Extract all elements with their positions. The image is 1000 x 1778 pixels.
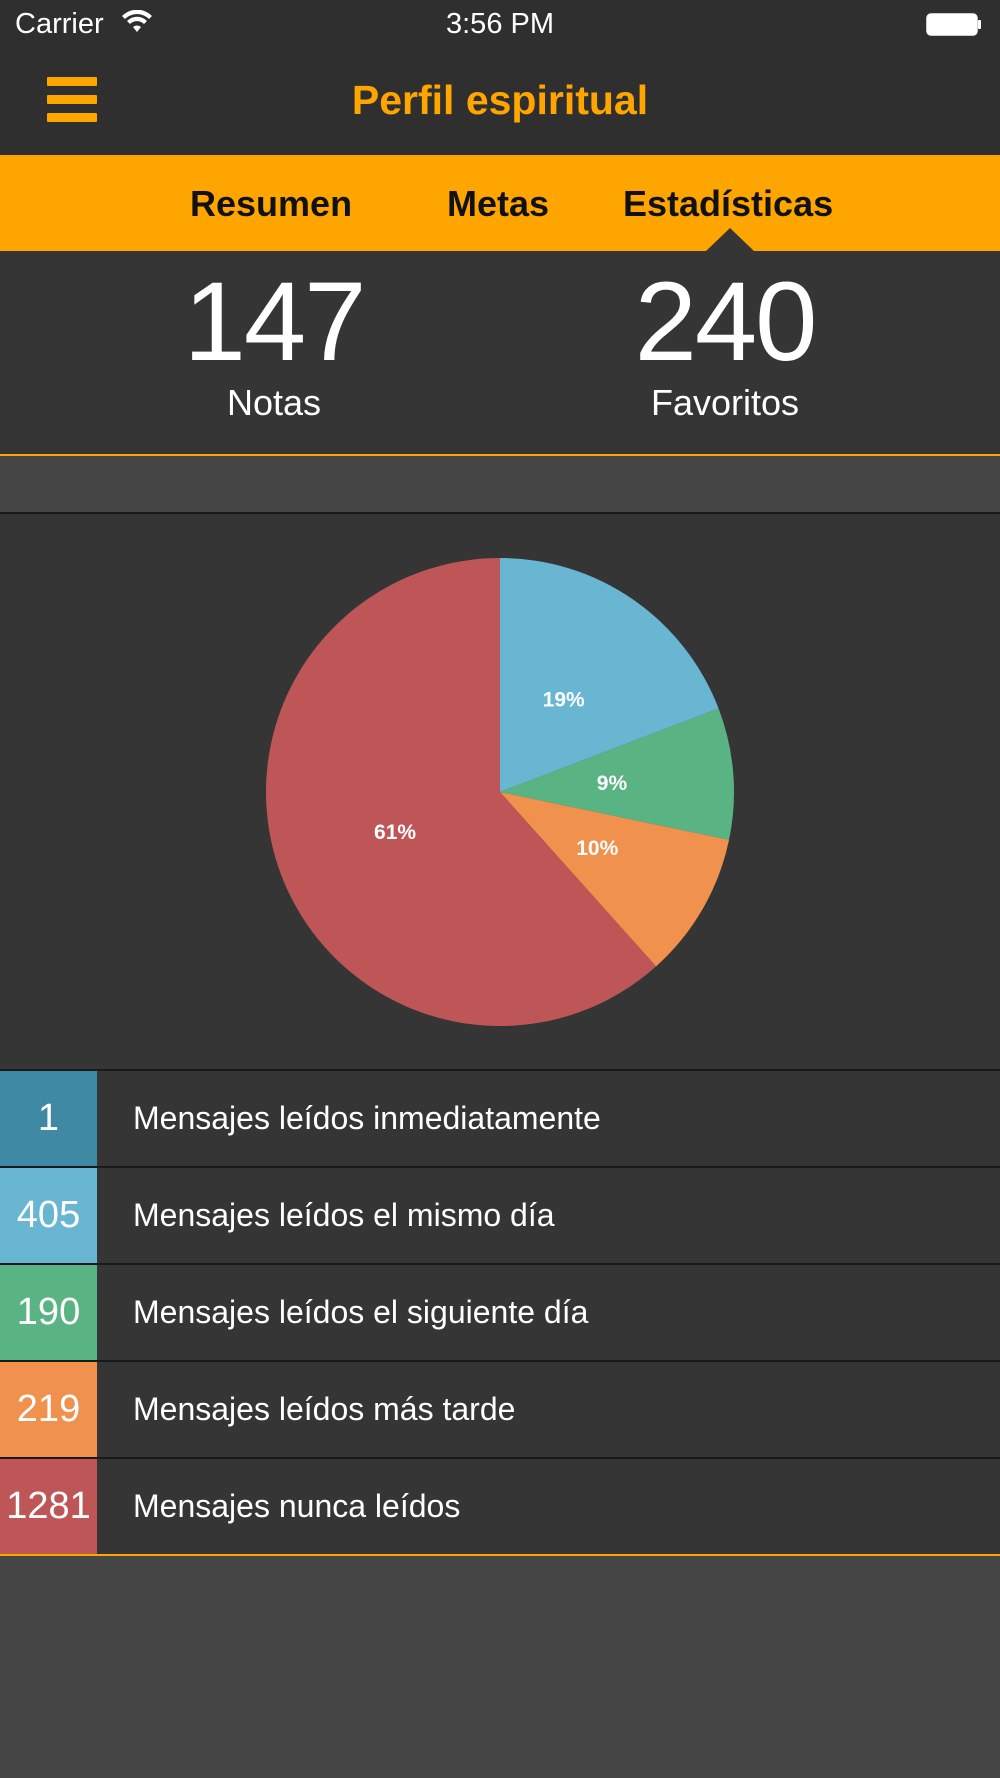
legend-row[interactable]: 190 Mensajes leídos el siguiente día (0, 1265, 1000, 1362)
legend-label: Mensajes leídos más tarde (133, 1391, 516, 1427)
pie-slice-label: 61% (374, 821, 416, 844)
section-divider (0, 456, 1000, 514)
carrier-label: Carrier (15, 8, 104, 40)
tab-estadisticas[interactable]: Estadísticas (623, 183, 834, 224)
battery-icon (926, 13, 981, 36)
page-title: Perfil espiritual (351, 77, 649, 123)
legend-label: Mensajes leídos el siguiente día (133, 1294, 589, 1330)
legend-label: Mensajes nunca leídos (133, 1488, 461, 1524)
legend-count: 1 (0, 1071, 97, 1166)
legend-row[interactable]: 1 Mensajes leídos inmediatamente (0, 1071, 1000, 1168)
legend-count: 405 (0, 1168, 97, 1263)
pie-slice (500, 792, 730, 967)
tab-resumen[interactable]: Resumen (190, 183, 353, 224)
notes-label: Notas (226, 382, 322, 423)
notes-count: 147 (183, 259, 367, 384)
legend-row[interactable]: 405 Mensajes leídos el mismo día (0, 1168, 1000, 1265)
pie-slice-label: 9% (597, 772, 628, 795)
pie-chart: 19% 9% 10% 61% (266, 558, 734, 1026)
legend-row[interactable]: 1281 Mensajes nunca leídos (0, 1459, 1000, 1556)
favorites-stat[interactable]: 240 Favoritos (525, 266, 925, 424)
notes-stat[interactable]: 147 Notas (74, 266, 474, 424)
clock: 3:56 PM (446, 8, 554, 40)
legend-count: 190 (0, 1265, 97, 1360)
pie-slice (500, 558, 719, 792)
legend-label: Mensajes leídos inmediatamente (133, 1100, 601, 1136)
pie-slice-label: 19% (543, 688, 585, 711)
legend-label: Mensajes leídos el mismo día (133, 1197, 555, 1233)
stats-summary: 147 Notas 240 Favoritos (0, 251, 1000, 456)
legend-row[interactable]: 219 Mensajes leídos más tarde (0, 1362, 1000, 1459)
pie-slice (266, 558, 657, 1026)
navigation-bar: Perfil espiritual (0, 50, 1000, 155)
wifi-icon (122, 10, 152, 32)
favorites-label: Favoritos (650, 382, 800, 423)
status-bar: Carrier 3:56 PM (0, 0, 1000, 50)
pie-chart-panel: 19% 9% 10% 61% (0, 514, 1000, 1070)
legend-list: 1 Mensajes leídos inmediatamente 405 Men… (0, 1069, 1000, 1556)
pie-slice-label: 10% (576, 837, 618, 860)
tab-metas[interactable]: Metas (447, 183, 550, 224)
hamburger-menu-icon[interactable] (47, 77, 97, 127)
segment-tab-bar: Resumen Metas Estadísticas (0, 155, 1000, 251)
selected-tab-indicator (705, 228, 755, 252)
favorites-count: 240 (634, 259, 818, 384)
legend-count: 219 (0, 1362, 97, 1457)
legend-count: 1281 (0, 1459, 97, 1554)
pie-slice (500, 708, 734, 840)
